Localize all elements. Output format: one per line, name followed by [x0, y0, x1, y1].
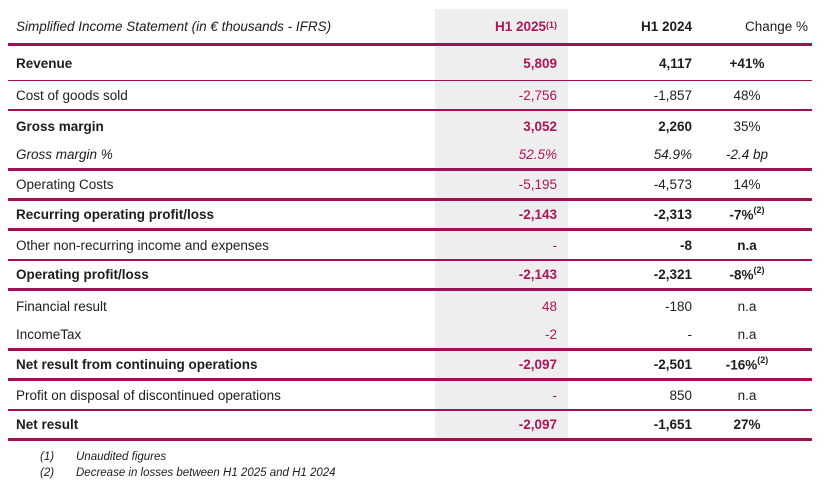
cell-change-value: -16%: [725, 357, 758, 373]
cell-h1-2024: 2,260: [658, 118, 692, 134]
cell-change-value: +41%: [729, 55, 765, 71]
table-row: Gross margin 3,052 2,260 35%: [8, 111, 812, 141]
cell-change: 48%: [704, 88, 812, 103]
table-row: Profit on disposal of discontinued opera…: [8, 381, 812, 411]
cell-h1-2024: 54.9%: [653, 147, 692, 162]
col-header-h1-2025-label: H1 2025: [494, 18, 546, 34]
cell-h1-2025: -: [435, 381, 568, 409]
cell-h1-2024: -2,501: [653, 357, 692, 372]
table-title: Simplified Income Statement (in € thousa…: [16, 18, 332, 34]
table-row: Cost of goods sold -2,756 -1,857 48%: [8, 81, 812, 111]
cell-change-value: 35%: [733, 118, 761, 134]
cell-change-value: n.a: [737, 237, 757, 253]
table-body: Revenue 5,809 4,117 +41% Cost of goods sold -…: [8, 46, 812, 441]
cell-change: -8%(2): [704, 265, 812, 283]
footnote-ref-2-icon: (2): [753, 265, 765, 276]
row-label: Financial result: [16, 298, 107, 314]
table-row: Revenue 5,809 4,117 +41%: [8, 46, 812, 81]
cell-h1-2024: 850: [669, 387, 692, 403]
footnote-2-number: (2): [40, 467, 55, 479]
table-header-row: Simplified Income Statement (in € thousa…: [8, 9, 812, 46]
table-row: Financial result 48 -180 n.a: [8, 291, 812, 321]
cell-h1-2024: -: [687, 327, 693, 342]
cell-change-value: n.a: [737, 327, 757, 342]
cell-h1-2024: 4,117: [658, 55, 692, 71]
table-row: Net result from continuing operations -2,…: [8, 351, 812, 381]
cell-h1-2024: -1,857: [653, 87, 692, 103]
row-label: Gross margin: [16, 118, 104, 134]
table-row: Gross margin % 52.5% 54.9% -2.4 bp: [8, 141, 812, 171]
table-row: IncomeTax -2 - n.a: [8, 321, 812, 351]
cell-h1-2025: -2,143: [435, 261, 568, 288]
cell-change: +41%: [704, 56, 812, 71]
cell-change: -2.4 bp: [704, 147, 812, 162]
footnote-1-number: (1): [40, 451, 55, 463]
cell-change: 35%: [704, 119, 812, 134]
cell-h1-2025: 3,052: [435, 111, 568, 141]
cell-change-value: -2.4 bp: [725, 147, 769, 162]
cell-h1-2025: -2,097: [435, 411, 568, 438]
footnote-ref-2-icon: (2): [753, 205, 765, 216]
cell-change: 14%: [704, 177, 812, 192]
cell-change: n.a: [704, 388, 812, 403]
cell-h1-2024: -4,573: [653, 177, 692, 192]
cell-h1-2024: -2,313: [653, 207, 692, 222]
footnote-ref-2-icon: (2): [757, 355, 769, 366]
row-label: Cost of goods sold: [16, 87, 128, 103]
income-statement-table: Simplified Income Statement (in € thousa…: [8, 9, 812, 481]
row-label: Net result from continuing operations: [16, 357, 258, 372]
footnote-2-text: Decrease in losses between H1 2025 and H…: [76, 467, 336, 479]
cell-h1-2025: 48: [435, 291, 568, 321]
footnote-2: (2) Decrease in losses between H1 2025 a…: [40, 465, 812, 481]
row-label: Net result: [16, 417, 79, 432]
col-header-change: Change %: [744, 18, 808, 34]
table-row: Operating profit/loss -2,143 -2,321 -8%(2): [8, 261, 812, 291]
cell-h1-2025: 5,809: [435, 46, 568, 80]
col-header-h1-2024: H1 2024: [640, 18, 692, 34]
cell-change-value: -8%: [729, 267, 754, 283]
row-label: Other non-recurring income and expenses: [16, 237, 269, 253]
cell-h1-2024: -8: [679, 237, 692, 253]
cell-h1-2025: 52.5%: [435, 141, 568, 168]
cell-h1-2024: -1,651: [653, 417, 692, 432]
row-label: Operating profit/loss: [16, 267, 149, 282]
row-label: Gross margin %: [16, 147, 113, 162]
cell-h1-2025: -2,756: [435, 81, 568, 109]
cell-change-value: 14%: [733, 177, 761, 192]
row-label: Recurring operating profit/loss: [16, 207, 215, 222]
cell-change: 27%: [704, 417, 812, 432]
col-header-h1-2025: H1 2025 (1): [435, 9, 568, 43]
cell-change: n.a: [704, 327, 812, 342]
cell-h1-2025: -5,195: [435, 171, 568, 198]
table-row: Recurring operating profit/loss -2,143 -2,…: [8, 201, 812, 231]
cell-change: n.a: [704, 299, 812, 314]
cell-h1-2025: -2: [435, 321, 568, 348]
table-row: Other non-recurring income and expenses -…: [8, 231, 812, 261]
footnotes: (1) Unaudited figures (2) Decrease in lo…: [8, 441, 812, 481]
footnote-ref-1-icon: (1): [546, 20, 557, 30]
cell-h1-2024: -2,321: [653, 267, 692, 282]
cell-change-value: 27%: [733, 417, 761, 432]
row-label: Profit on disposal of discontinued opera…: [16, 387, 281, 403]
row-label: Revenue: [16, 55, 73, 71]
cell-h1-2025: -: [435, 231, 568, 259]
cell-change-value: n.a: [737, 387, 757, 403]
cell-h1-2024: -180: [664, 298, 692, 314]
cell-change: -16%(2): [704, 355, 812, 373]
footnote-1: (1) Unaudited figures: [40, 449, 812, 465]
table-row: Net result -2,097 -1,651 27%: [8, 411, 812, 441]
cell-change: -7%(2): [704, 205, 812, 223]
cell-h1-2025: -2,097: [435, 351, 568, 378]
cell-change-value: -7%: [729, 207, 754, 223]
row-label: Operating Costs: [16, 177, 114, 192]
footnote-1-text: Unaudited figures: [76, 451, 167, 463]
cell-h1-2025: -2,143: [435, 201, 568, 228]
cell-change: n.a: [704, 238, 812, 253]
cell-change-value: 48%: [733, 87, 761, 103]
cell-change-value: n.a: [737, 298, 757, 314]
table-row: Operating Costs -5,195 -4,573 14%: [8, 171, 812, 201]
row-label: IncomeTax: [16, 327, 82, 342]
